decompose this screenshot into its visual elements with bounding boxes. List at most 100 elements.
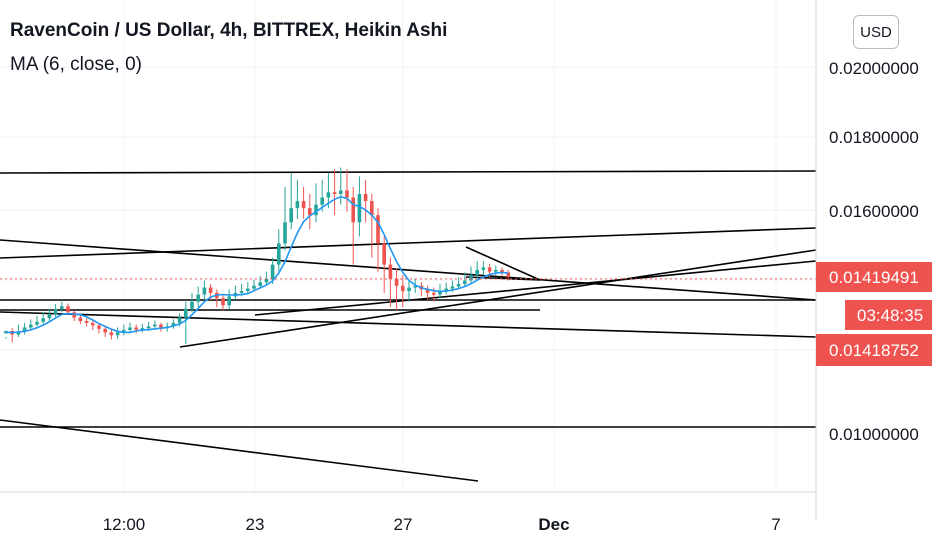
candle-body <box>432 292 436 295</box>
candle-body <box>202 287 207 295</box>
candle-body <box>301 201 306 209</box>
candle-body <box>388 264 393 279</box>
candle-body <box>407 287 411 292</box>
candle-body <box>109 332 114 336</box>
trendline-wedge-top[interactable] <box>465 246 541 281</box>
candle-body <box>264 278 269 283</box>
candle-body <box>78 317 83 322</box>
candle-body <box>456 284 461 287</box>
candle-body <box>134 327 138 330</box>
trendline-ascending-lower[interactable] <box>179 249 817 348</box>
candle-body <box>376 215 380 244</box>
candle-body <box>177 317 182 323</box>
candle-body <box>227 296 231 306</box>
candle-body <box>103 328 107 333</box>
candle-body <box>450 286 455 289</box>
time-tick-label: 23 <box>246 515 265 534</box>
candle-body <box>246 288 250 292</box>
trendline-ascending-mid[interactable] <box>254 260 817 316</box>
candle-body <box>208 287 213 293</box>
candle-body <box>122 329 126 333</box>
candle-body <box>239 291 244 293</box>
price-axis[interactable]: 0.02000000 0.01800000 0.01600000 0.01000… <box>815 0 932 520</box>
candle-body <box>221 298 225 306</box>
trendline-resistance-horizontal[interactable] <box>0 170 817 174</box>
time-axis[interactable]: 12:00 23 27 Dec 7 <box>0 491 816 534</box>
candle-body <box>29 324 33 328</box>
price-tick-label: 0.01000000 <box>829 425 919 444</box>
currency-button[interactable]: USD <box>853 15 899 49</box>
trendline-descending-upper[interactable] <box>0 239 817 301</box>
candle-body <box>500 269 504 273</box>
time-tick-label: 27 <box>394 515 413 534</box>
candle-body <box>140 328 145 330</box>
candle-body <box>487 267 492 272</box>
candle-body <box>196 294 200 302</box>
candle-body <box>66 306 70 313</box>
candle-body <box>357 194 362 223</box>
time-tick-label: 7 <box>771 515 780 534</box>
chart-title: RavenCoin / US Dollar, 4h, BITTREX, Heik… <box>10 20 448 41</box>
price-tick-label: 0.01800000 <box>829 128 919 147</box>
candle-body <box>351 197 355 223</box>
candle-body <box>47 314 52 319</box>
time-tick-label: 12:00 <box>103 515 146 534</box>
candle-body <box>363 194 368 202</box>
candle-body <box>283 222 287 244</box>
candle-body <box>401 285 405 292</box>
candle-body <box>91 322 95 326</box>
candle-body <box>469 275 473 281</box>
trendlines[interactable] <box>0 170 817 482</box>
candle-body <box>394 278 399 286</box>
candle-body <box>444 288 448 292</box>
candle-body <box>475 269 479 276</box>
second-price-label: 0.01418752 <box>829 341 919 360</box>
candle-body <box>370 201 374 216</box>
candle-body <box>53 309 58 315</box>
candle-body <box>314 204 318 216</box>
trendline-descending-bottom[interactable] <box>0 419 479 482</box>
candle-body <box>258 282 262 286</box>
candle-body <box>277 243 281 265</box>
candle-body <box>332 192 337 195</box>
trendline-ascending-upper[interactable] <box>0 227 817 259</box>
candle-body <box>16 331 21 335</box>
candle-body <box>339 190 343 195</box>
candle-body <box>159 324 163 329</box>
candle-body <box>171 322 176 327</box>
last-price-label: 0.01419491 <box>829 268 919 287</box>
candle-body <box>320 197 324 205</box>
candle-body <box>270 264 275 279</box>
candle-body <box>184 308 188 318</box>
second-price-badge <box>816 334 932 366</box>
candle-body <box>494 269 498 272</box>
candle-body <box>295 201 300 209</box>
last-price-badge <box>816 262 932 292</box>
candle-body <box>252 285 256 289</box>
candle-body <box>146 326 151 329</box>
trendline-wedge-bottom[interactable] <box>465 276 541 281</box>
candle-body <box>463 280 467 285</box>
indicator-legend[interactable]: MA (6, close, 0) <box>10 54 142 75</box>
trendline-descending-lower[interactable] <box>0 311 817 338</box>
candle-body <box>289 208 293 223</box>
candle-body <box>60 306 64 310</box>
candle-body <box>115 332 120 336</box>
candle-body <box>506 272 510 277</box>
countdown-label: 03:48:35 <box>857 306 923 325</box>
time-tick-label: Dec <box>538 515 569 534</box>
candle-body <box>153 324 157 327</box>
ma-line <box>6 195 509 334</box>
candle-body <box>382 243 386 265</box>
candle-body <box>84 321 89 323</box>
candle-body <box>413 285 417 288</box>
candle-body <box>35 321 39 325</box>
candle-body <box>425 289 430 293</box>
candle-body <box>41 318 45 322</box>
countdown-badge <box>845 300 932 330</box>
candle-body <box>190 301 194 309</box>
candle-body <box>72 312 76 318</box>
candle-body <box>438 291 442 295</box>
candle-body <box>22 327 27 332</box>
